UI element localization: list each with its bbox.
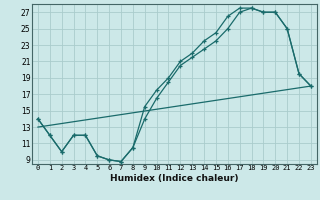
X-axis label: Humidex (Indice chaleur): Humidex (Indice chaleur) [110, 174, 239, 183]
